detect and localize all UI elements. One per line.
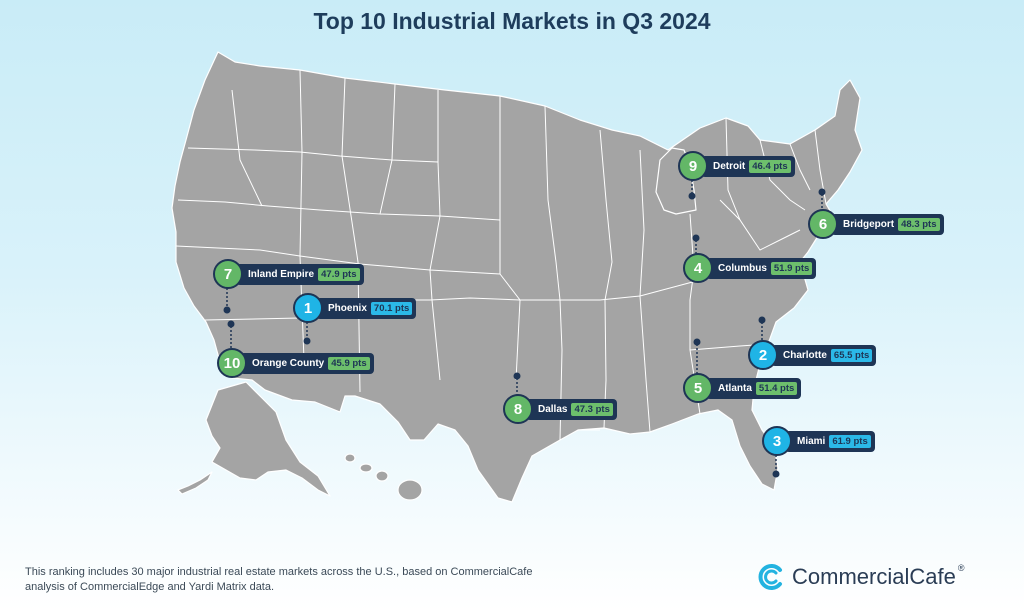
pin-inland-empire <box>223 288 231 314</box>
pin-orange-county <box>227 320 235 348</box>
rank-badge: 10 <box>217 348 247 378</box>
city-name: Charlotte <box>783 349 827 361</box>
hawaii-island-4 <box>397 479 423 501</box>
points-value: 51.4 pts <box>755 381 798 395</box>
logo-name: CommercialCafe <box>792 564 956 589</box>
city-name: Phoenix <box>328 302 367 314</box>
pin-dallas <box>513 372 521 396</box>
hawaii-island-2 <box>359 463 373 473</box>
market-label: Inland Empire 47.9 pts <box>236 263 364 285</box>
points-value: 47.3 pts <box>571 402 613 416</box>
rank-badge: 1 <box>293 293 323 323</box>
market-label: Orange County 45.9 pts <box>240 352 374 374</box>
marker-inland-empire: 7 Inland Empire 47.9 pts <box>213 259 364 289</box>
market-label: Atlanta 51.4 pts <box>706 377 802 399</box>
pin-columbus <box>692 234 700 255</box>
rank-badge: 2 <box>748 340 778 370</box>
points-value: 70.1 pts <box>370 301 413 315</box>
marker-bridgeport: 6 Bridgeport 48.3 pts <box>808 209 944 239</box>
points-value: 65.5 pts <box>830 348 873 362</box>
pin-miami <box>772 455 780 478</box>
rank-badge: 8 <box>503 394 533 424</box>
rank-badge: 3 <box>762 426 792 456</box>
rank-badge: 6 <box>808 209 838 239</box>
pin-phoenix <box>303 322 311 345</box>
market-label: Phoenix 70.1 pts <box>316 297 417 319</box>
points-value: 61.9 pts <box>829 434 871 448</box>
marker-dallas: 8 Dallas 47.3 pts <box>503 394 617 424</box>
points-value: 51.9 pts <box>770 261 813 275</box>
points-value: 45.9 pts <box>328 356 370 370</box>
pin-atlanta <box>693 338 701 374</box>
rank-badge: 7 <box>213 259 243 289</box>
marker-charlotte: 2 Charlotte 65.5 pts <box>748 340 877 370</box>
page-title: Top 10 Industrial Markets in Q3 2024 <box>313 8 711 34</box>
alaska-shape <box>205 381 331 497</box>
pin-detroit <box>688 180 696 200</box>
rank-badge: 9 <box>678 151 708 181</box>
city-name: Columbus <box>718 262 767 274</box>
map-pins <box>223 180 826 478</box>
marker-detroit: 9 Detroit 46.4 pts <box>678 151 795 181</box>
marker-orange-county: 10 Orange County 45.9 pts <box>217 348 374 378</box>
aleutian-islands <box>177 471 213 495</box>
commercialcafe-logo: CommercialCafe ® <box>756 562 964 592</box>
marker-miami: 3 Miami 61.9 pts <box>762 426 875 456</box>
marker-phoenix: 1 Phoenix 70.1 pts <box>293 293 417 323</box>
rank-badge: 4 <box>683 253 713 283</box>
market-label: Dallas 47.3 pts <box>526 398 617 420</box>
market-label: Miami 61.9 pts <box>785 430 875 452</box>
market-label: Bridgeport 48.3 pts <box>831 213 944 235</box>
city-name: Detroit <box>713 160 746 172</box>
city-name: Atlanta <box>718 382 752 394</box>
points-value: 46.4 pts <box>749 159 791 173</box>
marker-columbus: 4 Columbus 51.9 pts <box>683 253 817 283</box>
pin-bridgeport <box>818 188 826 210</box>
market-label: Detroit 46.4 pts <box>701 155 795 177</box>
city-name: Inland Empire <box>248 268 315 280</box>
registered-mark: ® <box>957 563 965 573</box>
hawaii-island-3 <box>375 470 389 482</box>
footnote: This ranking includes 30 major industria… <box>25 566 533 593</box>
points-value: 47.9 pts <box>318 267 360 281</box>
pin-charlotte <box>758 316 766 340</box>
market-label: Columbus 51.9 pts <box>706 257 817 279</box>
market-label: Charlotte 65.5 pts <box>771 344 877 366</box>
hawaii-island-1 <box>344 453 356 463</box>
points-value: 48.3 pts <box>898 217 940 231</box>
city-name: Miami <box>797 435 826 447</box>
marker-atlanta: 5 Atlanta 51.4 pts <box>683 373 802 403</box>
city-name: Bridgeport <box>843 218 895 230</box>
rank-badge: 5 <box>683 373 713 403</box>
city-name: Dallas <box>538 403 568 415</box>
city-name: Orange County <box>252 357 325 369</box>
commercialcafe-logo-icon <box>758 564 782 590</box>
